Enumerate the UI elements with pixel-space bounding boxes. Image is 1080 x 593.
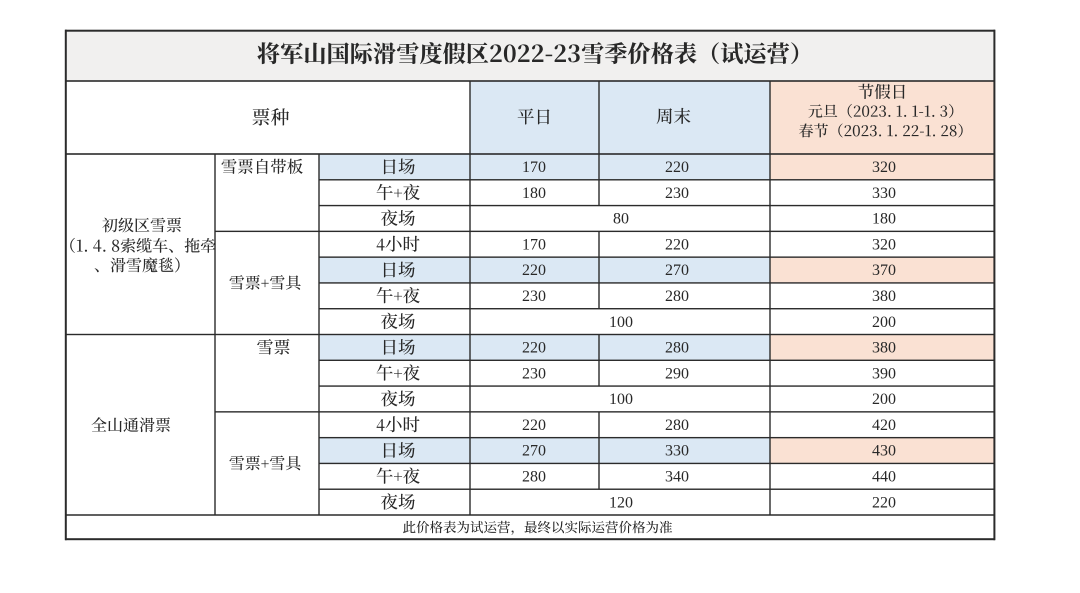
- svg-text:180: 180: [522, 185, 546, 202]
- svg-text:280: 280: [665, 288, 689, 305]
- svg-text:290: 290: [665, 365, 689, 382]
- svg-text:340: 340: [665, 469, 689, 486]
- svg-text:200: 200: [872, 314, 896, 331]
- svg-text:270: 270: [665, 262, 689, 279]
- svg-text:200: 200: [872, 391, 896, 408]
- svg-text:430: 430: [872, 443, 896, 460]
- svg-text:230: 230: [522, 288, 546, 305]
- svg-text:330: 330: [665, 443, 689, 460]
- svg-text:280: 280: [522, 469, 546, 486]
- svg-text:80: 80: [613, 211, 629, 228]
- svg-text:370: 370: [872, 262, 896, 279]
- svg-text:170: 170: [522, 237, 546, 254]
- svg-text:440: 440: [872, 469, 896, 486]
- svg-text:230: 230: [665, 185, 689, 202]
- svg-text:420: 420: [872, 417, 896, 434]
- svg-text:330: 330: [872, 185, 896, 202]
- svg-text:170: 170: [522, 159, 546, 176]
- svg-text:120: 120: [609, 494, 633, 511]
- svg-text:320: 320: [872, 237, 896, 254]
- svg-text:220: 220: [522, 340, 546, 357]
- svg-text:280: 280: [665, 417, 689, 434]
- svg-text:220: 220: [522, 262, 546, 279]
- svg-text:180: 180: [872, 211, 896, 228]
- svg-text:280: 280: [665, 340, 689, 357]
- svg-text:220: 220: [665, 237, 689, 254]
- svg-text:100: 100: [609, 391, 633, 408]
- svg-text:390: 390: [872, 365, 896, 382]
- svg-text:100: 100: [609, 314, 633, 331]
- svg-text:230: 230: [522, 365, 546, 382]
- svg-text:380: 380: [872, 288, 896, 305]
- svg-text:220: 220: [665, 159, 689, 176]
- svg-text:320: 320: [872, 159, 896, 176]
- svg-text:270: 270: [522, 443, 546, 460]
- svg-text:220: 220: [872, 494, 896, 511]
- svg-text:220: 220: [522, 417, 546, 434]
- svg-text:380: 380: [872, 340, 896, 357]
